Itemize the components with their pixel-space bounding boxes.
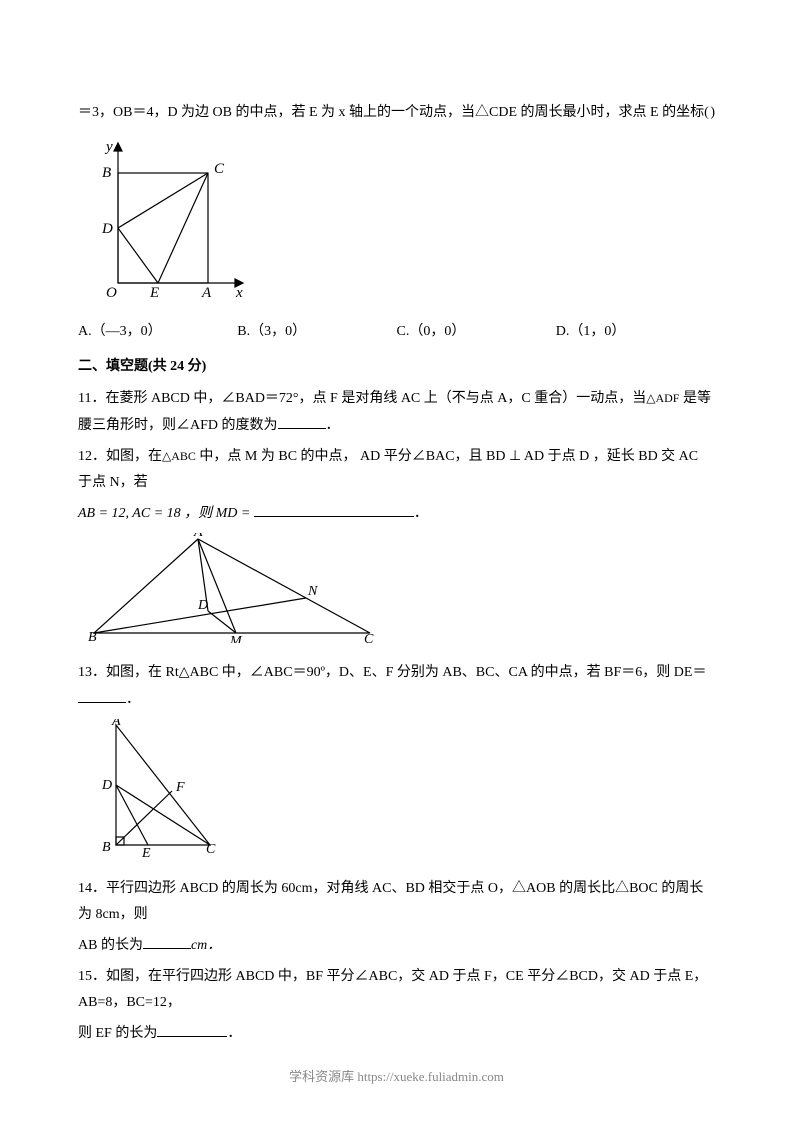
- svg-text:E: E: [141, 846, 151, 859]
- q10-opt-a: A.（―3，0）: [78, 319, 237, 346]
- svg-text:D: D: [101, 778, 112, 793]
- svg-text:B: B: [88, 630, 97, 643]
- q10-opt-c: C.（0，0）: [397, 319, 556, 346]
- svg-text:F: F: [175, 780, 185, 795]
- q11-tri: △ADF: [646, 391, 679, 405]
- svg-text:D: D: [101, 221, 113, 237]
- q13-blank[interactable]: [78, 689, 126, 703]
- q14-unit: cm．: [191, 938, 221, 953]
- svg-text:C: C: [214, 161, 225, 177]
- q13: 13．如图，在 Rt△ABC 中，∠ABC＝90º，D、E、F 分别为 AB、B…: [78, 660, 715, 713]
- section-2-head: 二、填空题(共 24 分): [78, 354, 715, 381]
- svg-text:B: B: [102, 165, 111, 181]
- q12-l1: 12．如图，在△ABC 中，点 M 为 BC 的中点， AD 平分∠BAC，且 …: [78, 444, 715, 497]
- svg-text:E: E: [149, 285, 159, 301]
- svg-text:A: A: [111, 719, 121, 729]
- q14-b: AB 的长为: [78, 938, 143, 953]
- q15-l1: 15．如图，在平行四边形 ABCD 中，BF 平分∠ABC，交 AD 于点 F，…: [78, 964, 715, 1017]
- q12-svg: A B C M D N: [88, 533, 378, 643]
- q12-blank[interactable]: [254, 503, 414, 517]
- q13-b: ．: [126, 692, 140, 707]
- q11-suffix: ．: [326, 418, 340, 433]
- q10-options: A.（―3，0） B.（3，0） C.（0，0） D.（1，0）: [78, 319, 715, 346]
- q11: 11．在菱形 ABCD 中，∠BAD＝72°，点 F 是对角线 AC 上（不与点…: [78, 386, 715, 439]
- q14-a: 14．平行四边形 ABCD 的周长为 60cm，对角线 AC、BD 相交于点 O…: [78, 881, 703, 923]
- svg-text:N: N: [307, 584, 318, 599]
- page-footer: 学科资源库 https://xueke.fuliadmin.com: [0, 1065, 793, 1090]
- q15-blank[interactable]: [157, 1023, 227, 1037]
- q10-opt-d: D.（1，0）: [556, 319, 715, 346]
- svg-text:y: y: [104, 139, 113, 155]
- svg-text:D: D: [197, 598, 208, 613]
- svg-text:O: O: [106, 285, 117, 301]
- q10-opt-b: B.（3，0）: [237, 319, 396, 346]
- q13-a: 13．如图，在 Rt△ABC 中，∠ABC＝90º，D、E、F 分别为 AB、B…: [78, 665, 706, 680]
- q12-md: MD =: [216, 506, 251, 521]
- q15-c: ．: [227, 1026, 241, 1041]
- q12-l2: AB = 12, AC = 18 ，则 MD = ．: [78, 501, 715, 528]
- q15-l2: 则 EF 的长为 ．: [78, 1021, 715, 1048]
- q15-b: 则 EF 的长为: [78, 1026, 157, 1041]
- q12-l2b: ．: [414, 506, 428, 521]
- q12-figure: A B C M D N: [88, 533, 715, 654]
- svg-text:B: B: [102, 840, 111, 855]
- q10-stem: ＝3，OB＝4，D 为边 OB 的中点，若 E 为 x 轴上的一个动点，当△CD…: [78, 100, 715, 127]
- svg-text:x: x: [235, 285, 243, 301]
- q12-l2a: AB = 12, AC = 18 ，则: [78, 506, 216, 521]
- q13-figure: A B C D E F: [88, 719, 715, 870]
- q11-prefix: 11．在菱形 ABCD 中，∠BAD＝72°，点 F 是对角线 AC 上（不与点…: [78, 391, 646, 406]
- q15-a: 15．如图，在平行四边形 ABCD 中，BF 平分∠ABC，交 AD 于点 F，…: [78, 969, 707, 1011]
- q12-tri: △ABC: [162, 449, 196, 463]
- svg-text:M: M: [229, 634, 243, 643]
- q13-svg: A B C D E F: [88, 719, 218, 859]
- q10-text: ＝3，OB＝4，D 为边 OB 的中点，若 E 为 x 轴上的一个动点，当△CD…: [78, 105, 709, 120]
- q14-l1: 14．平行四边形 ABCD 的周长为 60cm，对角线 AC、BD 相交于点 O…: [78, 876, 715, 929]
- q10-svg: B C D O E A x y: [88, 133, 248, 303]
- svg-text:C: C: [364, 632, 374, 643]
- q10-figure: B C D O E A x y: [88, 133, 715, 314]
- q12-l1a: 12．如图，在: [78, 449, 162, 464]
- svg-text:C: C: [206, 842, 216, 857]
- svg-text:A: A: [193, 533, 203, 540]
- q14-l2: AB 的长为 cm．: [78, 933, 715, 960]
- q10-paren: ): [710, 100, 715, 127]
- svg-text:A: A: [201, 285, 212, 301]
- q14-blank[interactable]: [143, 935, 191, 949]
- q11-blank[interactable]: [278, 415, 326, 429]
